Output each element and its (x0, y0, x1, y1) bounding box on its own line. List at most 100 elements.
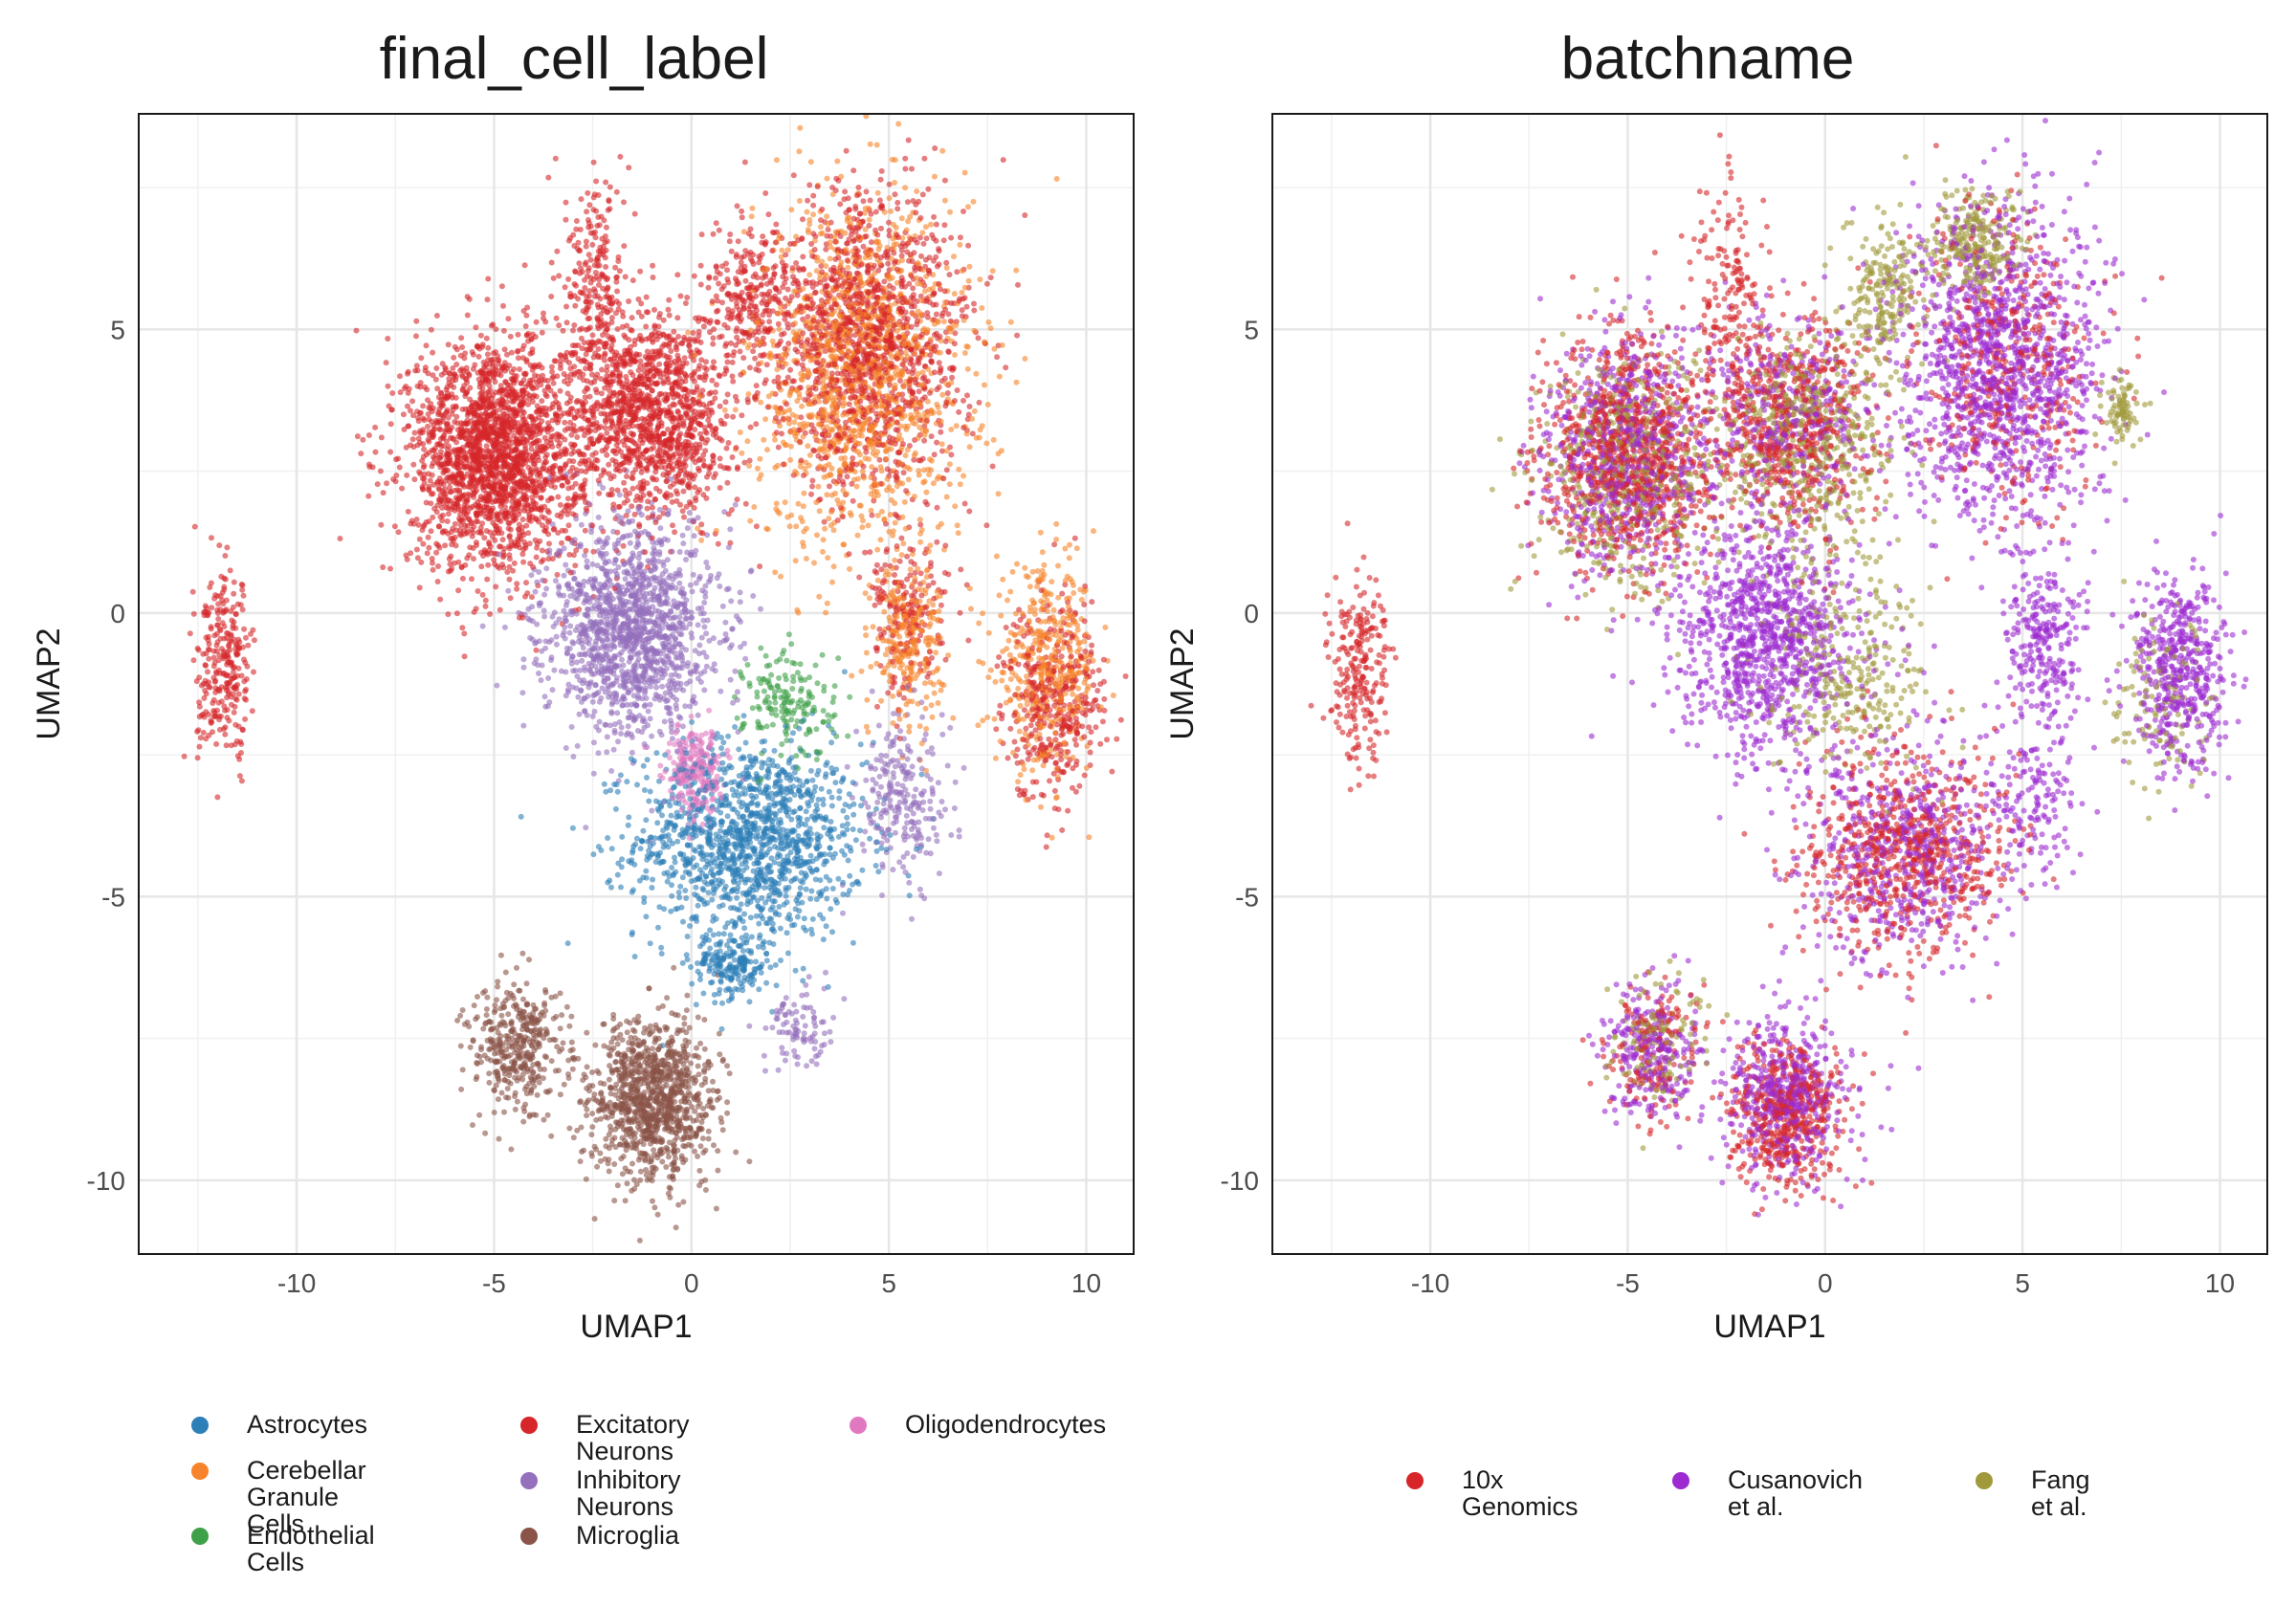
data-point (826, 788, 832, 795)
data-point (938, 687, 944, 693)
data-point (845, 264, 851, 271)
data-point (944, 390, 951, 396)
data-point (629, 277, 636, 284)
data-point (1055, 562, 1061, 569)
data-point (700, 990, 707, 997)
data-point (610, 1045, 617, 1051)
data-point (668, 908, 674, 914)
data-point (620, 542, 627, 549)
data-point (565, 275, 572, 282)
data-point (812, 1053, 819, 1060)
data-point (956, 827, 962, 833)
data-point (519, 690, 526, 696)
data-point (930, 480, 937, 487)
data-point (867, 835, 873, 842)
data-point (963, 430, 970, 437)
data-point (505, 587, 512, 594)
data-point (715, 540, 721, 547)
data-point (1013, 267, 1020, 274)
data-point (898, 535, 905, 541)
data-point (943, 494, 950, 500)
data-point (496, 1135, 502, 1142)
data-point (770, 762, 777, 769)
data-point (703, 630, 710, 637)
data-point (677, 501, 684, 508)
data-point (977, 276, 983, 283)
data-point (803, 556, 809, 561)
data-point (858, 513, 865, 519)
data-point (650, 876, 656, 883)
data-point (942, 806, 948, 813)
data-point (627, 539, 633, 546)
data-point (624, 1180, 630, 1187)
data-point (712, 389, 718, 396)
data-point (552, 578, 559, 584)
data-point (557, 501, 563, 508)
data-point (809, 707, 816, 714)
data-point (502, 969, 509, 976)
data-point (526, 957, 532, 963)
data-point (951, 805, 958, 811)
data-point (238, 778, 245, 784)
data-point (1050, 770, 1057, 777)
data-point (847, 510, 853, 517)
data-point (387, 449, 394, 455)
data-point (618, 724, 625, 731)
data-point (778, 331, 784, 338)
data-point (399, 485, 406, 492)
data-point (686, 1024, 693, 1031)
data-point (835, 655, 842, 662)
data-point (546, 540, 552, 547)
data-point (744, 399, 751, 406)
data-point (1003, 699, 1009, 706)
data-point (492, 1050, 497, 1057)
data-point (898, 552, 905, 559)
data-point (211, 632, 218, 639)
data-point (1089, 642, 1095, 649)
data-point (577, 1158, 584, 1165)
data-point (762, 1024, 769, 1031)
data-point (401, 427, 408, 432)
data-point (739, 450, 745, 456)
data-point (560, 1040, 566, 1046)
data-point (854, 475, 861, 482)
data-point (867, 595, 872, 602)
data-point (665, 1190, 672, 1197)
data-point (551, 391, 558, 398)
data-point (337, 536, 343, 541)
data-point (732, 693, 738, 700)
data-point (894, 206, 901, 212)
data-point (703, 560, 710, 565)
data-point (805, 337, 811, 343)
data-point (586, 1088, 592, 1094)
data-point (724, 391, 731, 398)
data-point (934, 439, 940, 446)
data-point (768, 855, 775, 862)
data-point (593, 389, 600, 396)
data-point (413, 318, 420, 324)
data-point (517, 366, 522, 372)
data-point (886, 195, 893, 202)
data-point (622, 1198, 629, 1204)
data-point (1031, 606, 1038, 613)
data-point (683, 1029, 690, 1036)
data-point (922, 705, 929, 712)
data-point (892, 829, 898, 836)
data-point (904, 447, 911, 453)
data-point (593, 1116, 600, 1123)
data-point (863, 188, 870, 195)
data-point (878, 225, 884, 231)
data-point (885, 296, 892, 302)
data-point (868, 210, 874, 217)
data-point (858, 668, 865, 674)
data-point (710, 1078, 716, 1085)
data-point (863, 777, 870, 783)
data-point (931, 451, 938, 458)
data-point (956, 466, 962, 473)
data-point (945, 652, 952, 659)
data-point (904, 553, 911, 560)
data-point (938, 441, 945, 448)
data-point (590, 194, 597, 201)
data-point (1017, 772, 1024, 778)
data-point (563, 319, 570, 326)
